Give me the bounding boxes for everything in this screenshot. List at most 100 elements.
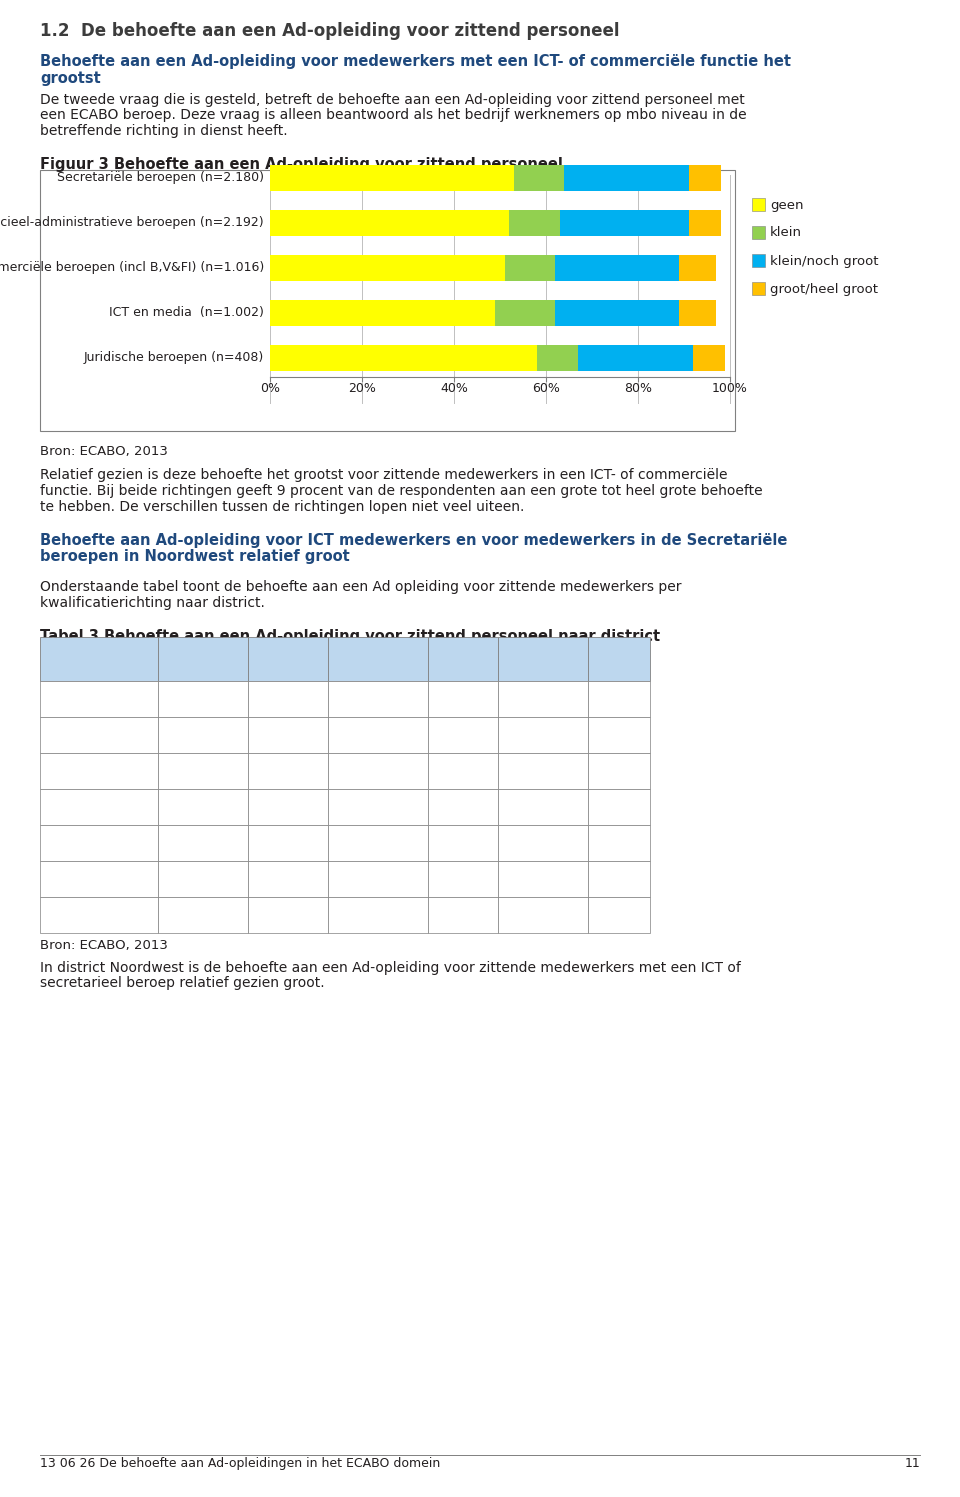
Text: Noordwest: Noordwest: [46, 799, 120, 814]
Text: 7%: 7%: [532, 909, 554, 922]
Bar: [40, 681, 158, 717]
Text: Relatief gezien is deze behoefte het grootst voor zittende medewerkers in een IC: Relatief gezien is deze behoefte het gro…: [40, 469, 728, 482]
Text: Zuidoost: Zuidoost: [46, 871, 107, 886]
Text: betreffende richting in dienst heeft.: betreffende richting in dienst heeft.: [40, 124, 288, 138]
Bar: [428, 753, 498, 789]
Bar: [588, 638, 650, 681]
Bar: [560, 210, 688, 235]
Text: klein: klein: [770, 226, 802, 240]
Text: Behoefte aan Ad-opleiding voor ICT medewerkers en voor medewerkers in de Secreta: Behoefte aan Ad-opleiding voor ICT medew…: [40, 533, 787, 548]
Bar: [752, 198, 765, 211]
Bar: [158, 789, 248, 825]
Text: 11%: 11%: [363, 728, 394, 743]
Bar: [498, 825, 588, 861]
Bar: [428, 897, 498, 933]
Text: 40%: 40%: [440, 383, 468, 395]
Text: totaal NL: totaal NL: [46, 909, 109, 922]
Text: 10%: 10%: [363, 763, 394, 778]
Bar: [564, 165, 688, 190]
Bar: [40, 897, 158, 933]
Bar: [688, 210, 721, 235]
Text: 8%: 8%: [452, 692, 474, 707]
Text: Bron: ECABO, 2013: Bron: ECABO, 2013: [40, 445, 168, 458]
Bar: [428, 717, 498, 753]
Bar: [40, 638, 158, 681]
Bar: [498, 681, 588, 717]
Bar: [40, 789, 158, 825]
Bar: [428, 638, 498, 681]
Text: klein/noch groot: klein/noch groot: [770, 254, 878, 268]
Bar: [248, 638, 328, 681]
Bar: [328, 825, 428, 861]
Text: 9%: 9%: [367, 835, 389, 850]
Bar: [40, 717, 158, 753]
Bar: [428, 681, 498, 717]
Bar: [248, 789, 328, 825]
Bar: [680, 299, 716, 325]
Bar: [248, 681, 328, 717]
Text: Secretariële: Secretariële: [165, 645, 241, 659]
Bar: [270, 210, 509, 235]
Bar: [40, 169, 735, 431]
Text: 7%: 7%: [277, 728, 299, 743]
Bar: [588, 897, 650, 933]
Text: Tabel 3 Behoefte aan een Ad-opleiding voor zittend personeel naar district: Tabel 3 Behoefte aan een Ad-opleiding vo…: [40, 629, 660, 644]
Text: district: district: [45, 653, 95, 666]
Bar: [270, 254, 505, 280]
Text: 7%: 7%: [452, 763, 474, 778]
Text: 80%: 80%: [624, 383, 652, 395]
Text: 7%: 7%: [192, 871, 214, 886]
Text: 9%: 9%: [367, 909, 389, 922]
Text: Commerciële beroepen (incl B,V&FI) (n=1.016): Commerciële beroepen (incl B,V&FI) (n=1.…: [0, 260, 264, 274]
Bar: [498, 897, 588, 933]
Text: 100%: 100%: [712, 383, 748, 395]
Text: secretarieel beroep relatief gezien groot.: secretarieel beroep relatief gezien groo…: [40, 976, 324, 991]
Text: 7%: 7%: [277, 835, 299, 850]
Bar: [248, 825, 328, 861]
Bar: [328, 638, 428, 681]
Text: Commerciële: Commerciële: [337, 645, 420, 659]
Bar: [158, 717, 248, 753]
Text: functie. Bij beide richtingen geeft 9 procent van de respondenten aan een grote : functie. Bij beide richtingen geeft 9 pr…: [40, 484, 762, 499]
Text: 6%: 6%: [277, 763, 299, 778]
Bar: [270, 344, 537, 370]
Text: 7%: 7%: [192, 728, 214, 743]
Bar: [495, 299, 555, 325]
Bar: [688, 165, 721, 190]
Text: ICT en media  (n=1.002): ICT en media (n=1.002): [109, 305, 264, 319]
Bar: [158, 681, 248, 717]
Text: beroepen: beroepen: [348, 659, 408, 672]
Text: 8%: 8%: [608, 871, 630, 886]
Text: Fin adm: Fin adm: [263, 645, 313, 659]
Bar: [40, 753, 158, 789]
Text: Noord: Noord: [46, 692, 87, 707]
Bar: [158, 638, 248, 681]
Bar: [328, 861, 428, 897]
Text: Behoefte aan een Ad-opleiding voor medewerkers met een ICT- of commerciële funct: Behoefte aan een Ad-opleiding voor medew…: [40, 54, 791, 69]
Bar: [555, 299, 680, 325]
Text: Onderstaande tabel toont de behoefte aan een Ad opleiding voor zittende medewerk: Onderstaande tabel toont de behoefte aan…: [40, 579, 682, 594]
Text: 8%: 8%: [192, 763, 214, 778]
Bar: [328, 897, 428, 933]
Text: Financieel-administratieve beroepen (n=2.192): Financieel-administratieve beroepen (n=2…: [0, 216, 264, 229]
Text: 20%: 20%: [348, 383, 376, 395]
Text: 9%: 9%: [452, 835, 474, 850]
Bar: [588, 753, 650, 789]
Bar: [555, 254, 680, 280]
Text: 5%: 5%: [532, 871, 554, 886]
Bar: [498, 861, 588, 897]
Text: 10%: 10%: [273, 799, 303, 814]
Text: Zuidwest: Zuidwest: [46, 835, 109, 850]
Text: 8%: 8%: [608, 763, 630, 778]
Text: 8%: 8%: [452, 871, 474, 886]
Text: beroepen: beroepen: [258, 659, 318, 672]
Bar: [428, 825, 498, 861]
Text: De tweede vraag die is gesteld, betreft de behoefte aan een Ad-opleiding voor zi: De tweede vraag die is gesteld, betreft …: [40, 93, 745, 106]
Text: 9%: 9%: [452, 909, 474, 922]
Bar: [578, 344, 693, 370]
Bar: [328, 681, 428, 717]
Text: beroepen in Noordwest relatief groot: beroepen in Noordwest relatief groot: [40, 549, 349, 564]
Text: In district Noordwest is de behoefte aan een Ad-opleiding voor zittende medewerk: In district Noordwest is de behoefte aan…: [40, 961, 741, 975]
Bar: [270, 299, 495, 325]
Text: 9%: 9%: [452, 728, 474, 743]
